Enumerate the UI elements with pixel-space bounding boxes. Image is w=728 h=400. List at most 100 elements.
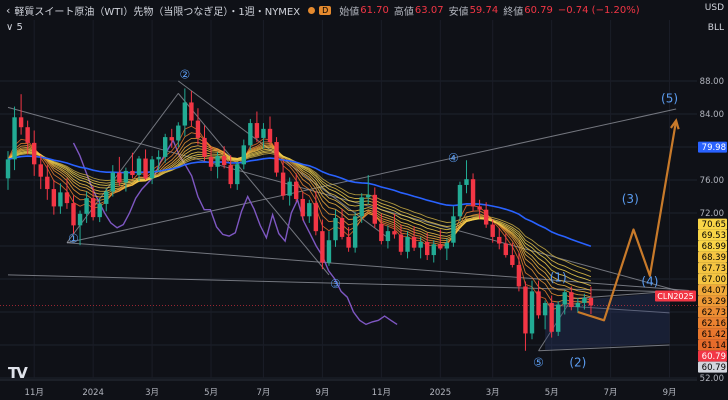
trend-line [571, 290, 670, 300]
candle [189, 90, 194, 127]
candle [352, 212, 358, 253]
candle [32, 130, 37, 176]
candle [97, 198, 102, 223]
candle-body [582, 297, 587, 303]
candle-body [372, 194, 377, 224]
candle-body [241, 145, 246, 165]
price-label-text: 60.79 [702, 352, 726, 362]
projection-arrowhead [669, 118, 680, 130]
candle-body [84, 198, 89, 214]
candle-body [477, 206, 482, 210]
candle [490, 219, 495, 243]
candle [18, 94, 24, 135]
candle [366, 175, 371, 204]
candle [510, 242, 515, 268]
candle [45, 165, 50, 200]
wave-label: ① [68, 232, 79, 246]
candle [411, 226, 417, 251]
candle [575, 297, 581, 313]
candle-body [497, 236, 502, 244]
candle [90, 186, 96, 221]
price-label-bg [698, 240, 727, 252]
candle [307, 199, 312, 223]
time-axis: 11月 2024 3月 5月 7月 9月 11月 2025 3月 5月 7月 9月 [0, 379, 697, 398]
candle-body [58, 192, 63, 207]
candle-body [77, 213, 83, 226]
candle-body [156, 156, 161, 160]
candle [156, 150, 161, 172]
wave-labels: ① ② ③ ④ ⑤ (2) (1) (3) (4) (5) [68, 68, 678, 370]
candle-body [549, 302, 554, 332]
price-label-text: 70.65 [702, 220, 726, 230]
candle [418, 236, 423, 259]
candle [130, 152, 135, 179]
trend-line [66, 108, 677, 244]
candle [569, 286, 574, 311]
price-label-bg [698, 273, 727, 285]
y-tick-label: 88.00 [700, 77, 724, 87]
unit-label[interactable]: BLL [707, 23, 724, 33]
collapse-chevron-icon[interactable]: ‹ [6, 3, 11, 17]
instrument-title[interactable]: 軽質スイート原油（WTI）先物（当限つなぎ足）・1週・NYMEX [14, 6, 301, 18]
ma-200-line [7, 155, 592, 248]
open-value: 61.70 [360, 4, 389, 16]
candle-body [503, 243, 508, 256]
candle [64, 178, 70, 209]
y-tick-label: 76.00 [700, 176, 724, 186]
candles [5, 88, 594, 351]
interval-selector[interactable]: ∨ 5 [6, 22, 23, 33]
price-label: 64.07 [698, 284, 727, 296]
candle [254, 111, 260, 143]
candle [287, 177, 292, 206]
price-label-bg [698, 218, 727, 230]
x-tick-label: 3月 [486, 388, 500, 398]
candle-body [575, 302, 581, 308]
delayed-badge: D [319, 5, 332, 15]
low-label: 安値 [448, 6, 469, 18]
candle-body [189, 102, 194, 121]
price-label-text: 67.73 [702, 264, 726, 274]
open-label: 始値 [339, 6, 360, 18]
wave-label: ② [179, 68, 190, 82]
trend-line [538, 344, 670, 352]
candle [372, 187, 377, 228]
candle [523, 281, 528, 351]
price-label: 68.99 [698, 240, 727, 252]
candle [431, 240, 436, 263]
candle-body [411, 236, 417, 248]
candle-body [18, 117, 24, 128]
candle-body [261, 128, 266, 138]
candle [202, 125, 207, 162]
candle [123, 167, 129, 192]
candle-body [51, 189, 57, 207]
price-label: 63.29 [698, 295, 727, 307]
x-tick-label: 9月 [315, 388, 329, 398]
candle [320, 219, 325, 270]
candle-body [274, 142, 279, 173]
price-label-text: 62.73 [702, 308, 726, 318]
close-value: 60.79 [524, 4, 553, 16]
price-label: 67.00 [698, 273, 727, 285]
candle [470, 173, 476, 212]
low-value: 59.74 [469, 4, 499, 16]
candle [280, 160, 286, 200]
candle-body [300, 198, 305, 217]
interval-value: 5 [16, 22, 23, 33]
price-label-bg [698, 141, 727, 153]
candle-body [457, 184, 463, 217]
candle [588, 286, 594, 315]
x-tick-label: 2025 [429, 388, 451, 398]
candle-body [182, 102, 188, 126]
candle-body [562, 292, 567, 305]
candle-body [195, 120, 201, 138]
price-label: 61.42 [698, 328, 727, 340]
candle [77, 210, 83, 246]
candle [104, 188, 109, 212]
chevron-down-icon: ∨ [6, 22, 14, 33]
x-tick-label: 5月 [545, 388, 559, 398]
y-tick-label: 84.00 [700, 110, 724, 120]
candle [182, 88, 188, 137]
candle-body [64, 192, 70, 204]
currency-label[interactable]: USD [704, 3, 724, 13]
